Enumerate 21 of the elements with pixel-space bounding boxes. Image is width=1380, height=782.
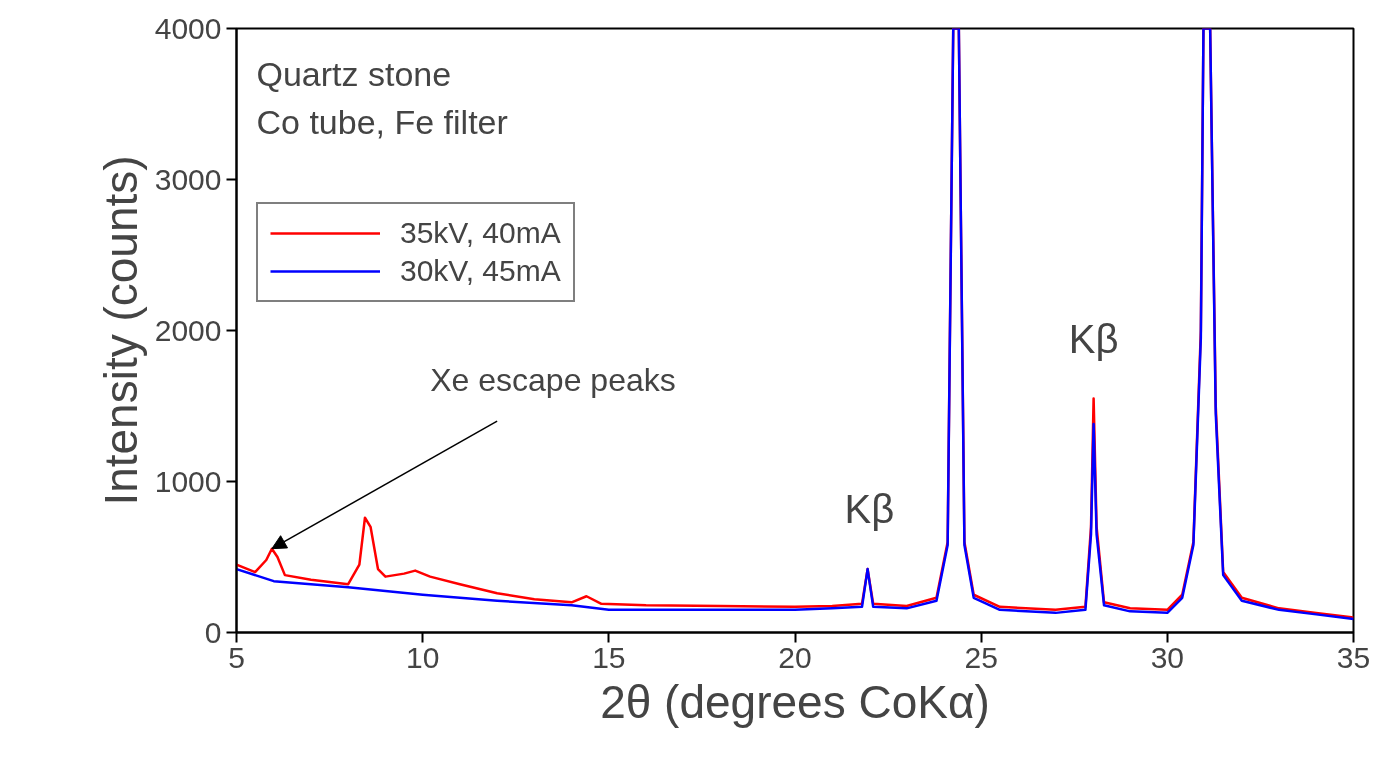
y-tick-label: 0 <box>204 615 222 649</box>
x-axis-title: 2θ (degrees CoKα) <box>600 675 990 728</box>
x-tick-label: 10 <box>405 640 440 674</box>
y-tick-label: 1000 <box>154 464 222 498</box>
legend-label: 35kV, 40mA <box>400 216 561 250</box>
x-tick-label: 30 <box>1150 640 1185 674</box>
y-axis-title: Intensity (counts) <box>94 155 147 506</box>
y-tick-label: 3000 <box>154 162 222 196</box>
annotation: Co tube, Fe filter <box>256 102 508 141</box>
y-tick-label: 4000 <box>154 11 222 45</box>
annotation: Xe escape peaks <box>430 362 676 399</box>
annotation: Kβ <box>844 487 895 532</box>
annotation: Quartz stone <box>256 54 452 93</box>
x-tick-label: 15 <box>592 640 626 674</box>
y-tick-label: 2000 <box>154 313 222 347</box>
legend-label: 30kV, 45mA <box>400 254 561 288</box>
x-tick-label: 5 <box>228 640 245 674</box>
x-tick-label: 20 <box>778 640 812 674</box>
annotation: Kβ <box>1068 316 1119 361</box>
x-tick-label: 25 <box>964 640 998 674</box>
x-tick-label: 35 <box>1336 640 1371 674</box>
